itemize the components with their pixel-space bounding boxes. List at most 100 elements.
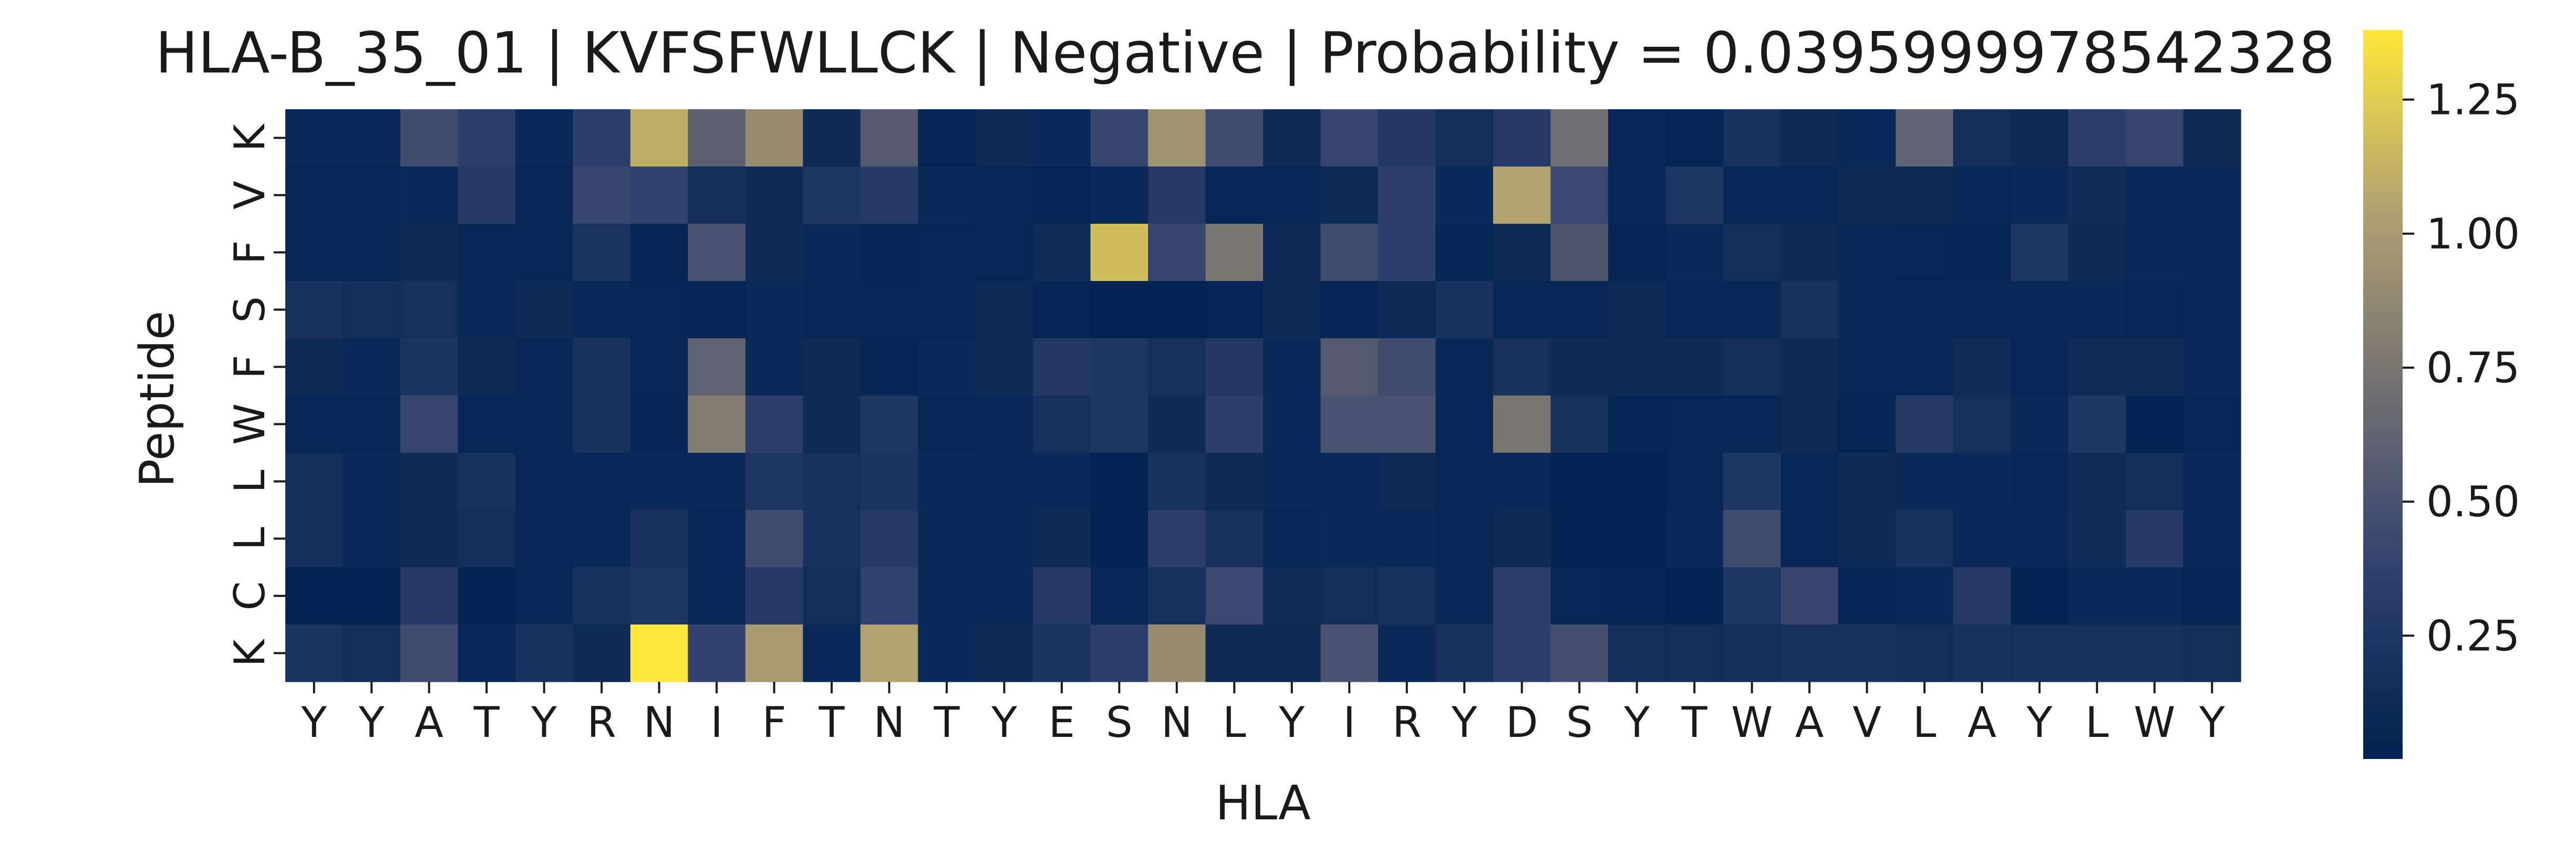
heatmap-cell	[1090, 338, 1149, 396]
heatmap-cell	[285, 510, 344, 568]
heatmap-cell	[860, 166, 918, 224]
heatmap-cell	[1665, 453, 1724, 511]
heatmap-cell	[1550, 624, 1609, 682]
x-tick-label: L	[1223, 698, 1246, 747]
x-tick-label: T	[1681, 698, 1708, 747]
heatmap-cell	[573, 567, 631, 625]
heatmap-cell	[1090, 281, 1149, 339]
heatmap-cell	[1493, 453, 1551, 511]
heatmap-cell	[515, 338, 573, 396]
colorbar-tick-label: 0.25	[2426, 611, 2520, 660]
heatmap-cell	[630, 624, 688, 682]
heatmap-cell	[918, 281, 976, 339]
heatmap-cell	[860, 567, 918, 625]
heatmap-cell	[803, 510, 861, 568]
x-tick-label: L	[1913, 698, 1937, 747]
heatmap-cell	[1838, 510, 1896, 568]
heatmap-cell	[2183, 109, 2241, 167]
x-tick-label: I	[710, 698, 723, 747]
heatmap-cell	[1033, 624, 1091, 682]
colorbar-gradient	[2363, 30, 2403, 759]
heatmap-cell	[2011, 453, 2069, 511]
heatmap-cell	[2126, 166, 2184, 224]
heatmap-cell	[1665, 624, 1724, 682]
heatmap-cell	[1838, 281, 1896, 339]
heatmap-cell	[1263, 166, 1321, 224]
heatmap-cell	[285, 453, 344, 511]
y-tick-label: L	[225, 527, 274, 550]
heatmap-cell	[1148, 395, 1206, 453]
heatmap-cell	[285, 224, 344, 282]
heatmap-cell	[1665, 224, 1724, 282]
colorbar-tick-label: 0.50	[2426, 477, 2520, 526]
heatmap-cell	[1723, 395, 1781, 453]
heatmap-cell	[573, 166, 631, 224]
x-tick-label: W	[2134, 698, 2175, 747]
heatmap-cell	[1378, 453, 1436, 511]
heatmap-cell	[458, 281, 516, 339]
heatmap-cell	[1033, 510, 1091, 568]
heatmap-cell	[2126, 453, 2184, 511]
heatmap-cell	[343, 224, 401, 282]
heatmap-cell	[1493, 109, 1551, 167]
heatmap-cell	[2183, 453, 2241, 511]
x-tick-label: L	[2085, 698, 2109, 747]
heatmap-cell	[1205, 624, 1264, 682]
x-tick-label: A	[415, 698, 443, 747]
heatmap-cell	[1378, 281, 1436, 339]
heatmap-cell	[1378, 567, 1436, 625]
heatmap-cell	[860, 109, 918, 167]
heatmap-cell	[1263, 510, 1321, 568]
heatmap-cell	[1148, 510, 1206, 568]
heatmap-cell	[975, 510, 1033, 568]
heatmap-cell	[745, 281, 803, 339]
x-tick-label: Y	[301, 698, 327, 747]
heatmap-cell	[1953, 166, 2011, 224]
heatmap-cell	[630, 567, 688, 625]
heatmap-cell	[975, 281, 1033, 339]
x-tick-label: R	[1392, 698, 1422, 747]
heatmap-cell	[745, 395, 803, 453]
heatmap-cell	[2068, 395, 2126, 453]
heatmap-cell	[975, 567, 1033, 625]
colorbar-ticks: 0.25 0.50 0.75 1.00 1.25	[2403, 76, 2520, 660]
heatmap-cell	[745, 453, 803, 511]
heatmap-cell	[458, 567, 516, 625]
heatmap-cell	[2126, 109, 2184, 167]
heatmap-cell	[1435, 281, 1494, 339]
heatmap-cell	[918, 338, 976, 396]
x-tick-label: Y	[358, 698, 385, 747]
heatmap-cell	[1781, 395, 1839, 453]
heatmap-cell	[400, 166, 459, 224]
heatmap-cell	[1608, 224, 1666, 282]
x-tick-label: N	[644, 698, 675, 747]
heatmap-cell	[630, 338, 688, 396]
heatmap-cell	[1953, 453, 2011, 511]
heatmap-cell	[688, 224, 746, 282]
heatmap-cell	[975, 624, 1033, 682]
heatmap-cell	[2183, 510, 2241, 568]
heatmap-cell	[1320, 109, 1379, 167]
heatmap-cell	[343, 395, 401, 453]
heatmap-cell	[458, 224, 516, 282]
heatmap-cell	[1320, 510, 1379, 568]
heatmap-cell	[1090, 395, 1149, 453]
y-tick-label: K	[225, 638, 274, 667]
heatmap-cell	[458, 395, 516, 453]
heatmap-cell	[1550, 224, 1609, 282]
heatmap-cell	[1838, 224, 1896, 282]
heatmap-cell	[2068, 224, 2126, 282]
heatmap-cell	[1665, 338, 1724, 396]
heatmap-cell	[1378, 510, 1436, 568]
heatmap-cell	[1723, 567, 1781, 625]
heatmap-cell	[745, 224, 803, 282]
heatmap-cell	[745, 510, 803, 568]
heatmap-cell	[1320, 338, 1379, 396]
heatmap-cell	[1550, 166, 1609, 224]
heatmap-cell	[458, 510, 516, 568]
x-tick-label: S	[1566, 698, 1593, 747]
heatmap-cell	[1953, 624, 2011, 682]
heatmap-cells	[285, 109, 2241, 682]
heatmap-cell	[2068, 109, 2126, 167]
heatmap-cell	[285, 281, 344, 339]
